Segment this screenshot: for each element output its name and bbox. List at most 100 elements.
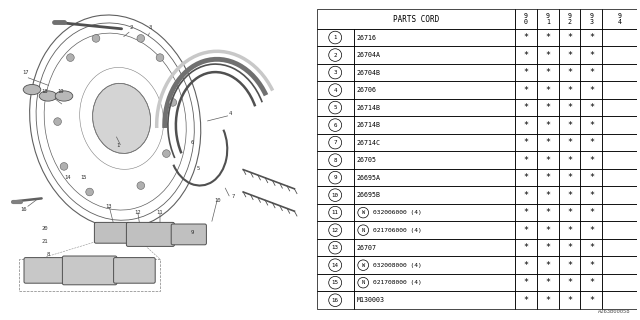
Bar <box>537 221 559 239</box>
Ellipse shape <box>93 84 150 153</box>
Bar <box>559 116 580 134</box>
Ellipse shape <box>39 91 57 101</box>
Bar <box>354 204 515 221</box>
Bar <box>354 221 515 239</box>
Text: *: * <box>589 208 594 217</box>
Bar <box>317 64 354 81</box>
Bar <box>602 81 637 99</box>
Bar <box>354 169 515 186</box>
Circle shape <box>156 54 164 61</box>
Bar <box>317 186 354 204</box>
Text: 11: 11 <box>332 210 339 215</box>
Bar <box>602 64 637 81</box>
Text: *: * <box>545 173 550 182</box>
Bar <box>580 134 602 151</box>
Bar <box>580 292 602 309</box>
Bar <box>559 221 580 239</box>
Bar <box>602 46 637 64</box>
Text: 17: 17 <box>22 69 29 75</box>
Bar <box>559 292 580 309</box>
Bar <box>354 64 515 81</box>
Text: *: * <box>589 191 594 200</box>
Bar <box>515 204 537 221</box>
Bar <box>580 239 602 256</box>
Text: *: * <box>524 156 529 164</box>
Text: *: * <box>524 208 529 217</box>
Bar <box>559 46 580 64</box>
Bar <box>602 221 637 239</box>
Bar <box>580 256 602 274</box>
Bar <box>559 64 580 81</box>
Bar <box>580 204 602 221</box>
Text: 6: 6 <box>190 140 194 145</box>
Text: *: * <box>524 243 529 252</box>
Text: W: W <box>362 210 365 215</box>
Text: *: * <box>524 261 529 270</box>
Bar <box>537 186 559 204</box>
Bar <box>515 151 537 169</box>
Text: *: * <box>589 85 594 95</box>
Text: 032008000 (4): 032008000 (4) <box>374 263 422 268</box>
Text: 26695A: 26695A <box>357 175 381 180</box>
Text: 26714C: 26714C <box>357 140 381 146</box>
Text: *: * <box>589 243 594 252</box>
Text: 3: 3 <box>333 70 337 75</box>
FancyBboxPatch shape <box>114 258 155 283</box>
Text: M130003: M130003 <box>357 297 385 303</box>
FancyBboxPatch shape <box>63 256 116 285</box>
Circle shape <box>67 54 74 61</box>
FancyBboxPatch shape <box>172 224 206 245</box>
Text: *: * <box>589 33 594 42</box>
Bar <box>537 274 559 292</box>
Text: *: * <box>567 103 572 112</box>
Bar <box>559 204 580 221</box>
Bar <box>354 46 515 64</box>
Text: 12: 12 <box>134 210 141 215</box>
Text: 021708000 (4): 021708000 (4) <box>374 280 422 285</box>
Text: 10: 10 <box>214 197 221 203</box>
Text: *: * <box>567 226 572 235</box>
Bar <box>515 274 537 292</box>
Text: 18: 18 <box>42 89 48 94</box>
Text: 16: 16 <box>332 298 339 303</box>
Text: *: * <box>545 33 550 42</box>
Bar <box>580 116 602 134</box>
Text: 6: 6 <box>333 123 337 128</box>
Text: 2: 2 <box>129 25 133 30</box>
Text: 021706000 (4): 021706000 (4) <box>374 228 422 233</box>
Bar <box>559 186 580 204</box>
Text: *: * <box>524 51 529 60</box>
Bar <box>515 46 537 64</box>
Bar <box>602 169 637 186</box>
Bar <box>602 186 637 204</box>
Bar <box>515 81 537 99</box>
Bar <box>559 239 580 256</box>
Bar <box>354 292 515 309</box>
Text: 9
3: 9 3 <box>589 13 593 25</box>
Text: 26716: 26716 <box>357 35 377 41</box>
Bar <box>559 81 580 99</box>
Bar <box>559 29 580 46</box>
Text: *: * <box>589 226 594 235</box>
Bar <box>602 99 637 116</box>
Text: 8: 8 <box>46 252 50 257</box>
Text: *: * <box>589 68 594 77</box>
Bar <box>602 151 637 169</box>
Bar <box>537 46 559 64</box>
Text: 26714B: 26714B <box>357 122 381 128</box>
Text: *: * <box>589 278 594 287</box>
Text: *: * <box>545 296 550 305</box>
Text: 16: 16 <box>20 207 28 212</box>
Circle shape <box>86 188 93 196</box>
Bar <box>317 29 354 46</box>
Text: 4: 4 <box>228 111 232 116</box>
Text: 19: 19 <box>58 89 64 94</box>
Text: *: * <box>589 261 594 270</box>
Bar <box>354 134 515 151</box>
Bar <box>602 116 637 134</box>
Text: 9
2: 9 2 <box>568 13 572 25</box>
Text: *: * <box>567 243 572 252</box>
Bar <box>537 256 559 274</box>
Bar <box>580 274 602 292</box>
Bar <box>354 151 515 169</box>
